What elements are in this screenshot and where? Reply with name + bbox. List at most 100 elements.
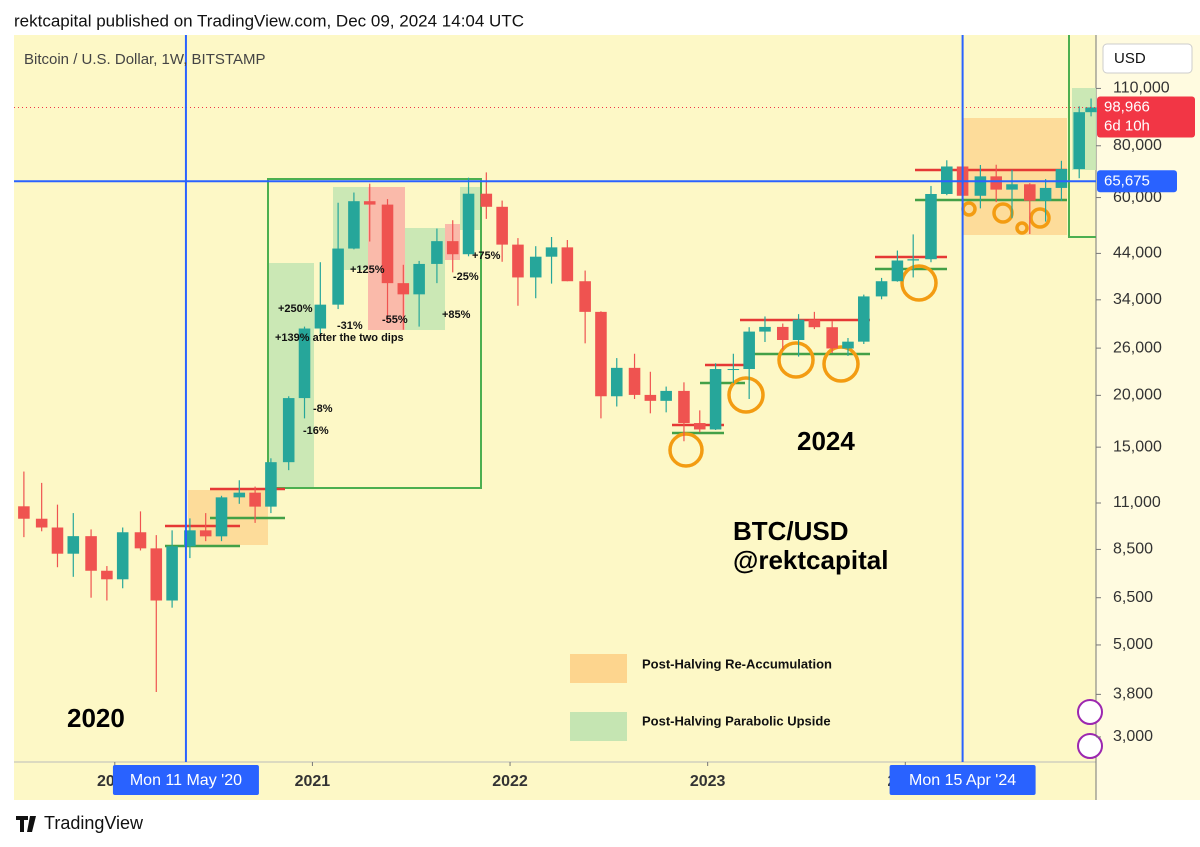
- candle-body: [51, 527, 64, 554]
- y-tick-label: 80,000: [1113, 137, 1162, 154]
- candle-body: [397, 283, 410, 295]
- date-tag: [889, 765, 1036, 795]
- candle-body: [610, 367, 623, 397]
- candle-body: [462, 193, 475, 255]
- tool-icon[interactable]: [1077, 699, 1103, 725]
- legend-label: Post-Halving Re-Accumulation: [642, 656, 832, 671]
- date-label: Mon 11 May '20: [130, 772, 242, 789]
- candle-body: [101, 570, 113, 580]
- candle-body: [875, 281, 888, 297]
- annotations: +250% -31% +125% -55% +85% -25% +75% +13…: [275, 250, 501, 437]
- y-tick-label: 3,000: [1113, 728, 1153, 745]
- year-label: 2020: [67, 703, 125, 733]
- candle-body: [743, 331, 755, 370]
- candle-body: [545, 247, 558, 257]
- legend-swatch: [570, 654, 627, 683]
- candle-body: [660, 390, 672, 401]
- candle-body: [826, 327, 838, 349]
- watermark: @rektcapital: [733, 545, 888, 575]
- annotation: +85%: [442, 309, 471, 321]
- chart-title: Bitcoin / U.S. Dollar, 1W, BITSTAMP: [24, 51, 265, 68]
- candle-body: [381, 204, 394, 284]
- candle-body: [644, 394, 657, 401]
- level-tag: [1097, 170, 1177, 193]
- candle-body: [512, 244, 524, 278]
- currency: USD: [1114, 50, 1146, 67]
- candle-body: [858, 296, 870, 342]
- candle-body: [776, 326, 789, 340]
- candle-body: [974, 176, 987, 196]
- y-tick-label: 3,800: [1113, 686, 1153, 703]
- logo: [16, 816, 36, 832]
- candle-body: [891, 260, 904, 282]
- annotation: -8%: [313, 403, 333, 415]
- candle-body: [678, 390, 690, 424]
- candle-body: [150, 548, 163, 601]
- y-tick-label: 26,000: [1113, 339, 1162, 356]
- candle-body: [1006, 184, 1018, 190]
- y-tick-label: 44,000: [1113, 245, 1162, 262]
- candle-body: [446, 241, 459, 255]
- date-label: Mon 15 Apr '24: [909, 772, 1016, 789]
- y-tick-label: 5,000: [1113, 636, 1153, 653]
- legend-swatch: [570, 712, 627, 741]
- x-tick-label: 2022: [492, 773, 528, 790]
- support-lines: [165, 198, 1067, 548]
- level-label: 65,675: [1104, 172, 1150, 189]
- outline-box: [267, 178, 482, 489]
- last-price-label: 98,966: [1104, 98, 1150, 115]
- candle-body: [35, 518, 48, 528]
- candle-body: [134, 532, 147, 549]
- candle-body: [314, 304, 327, 329]
- outline-box: [1068, 35, 1096, 238]
- candle-body: [215, 497, 228, 537]
- y-tick-label: 60,000: [1113, 189, 1162, 206]
- candle-body: [941, 166, 953, 194]
- y-tick-label: 34,000: [1113, 291, 1162, 308]
- retest-circles: [668, 201, 1051, 468]
- tool-icon[interactable]: [1077, 733, 1103, 759]
- date-tag: [112, 765, 259, 795]
- x-tick-label: 2023: [690, 773, 726, 790]
- countdown: 6d 10h: [1104, 117, 1150, 134]
- candle-body: [628, 367, 641, 395]
- y-tick-label: 20,000: [1113, 387, 1162, 404]
- candle-body: [199, 530, 212, 537]
- currency-box: [1102, 43, 1193, 74]
- annotation: -55%: [382, 314, 408, 326]
- candle-body: [693, 423, 706, 430]
- x-tick-label: 2021: [295, 773, 331, 790]
- footer: TradingView: [44, 813, 144, 833]
- annotation: +75%: [472, 250, 501, 262]
- y-tick-label: 15,000: [1113, 438, 1162, 455]
- candle-body: [332, 248, 344, 305]
- candle-body: [184, 530, 196, 547]
- candle-body: [282, 398, 295, 463]
- candle-body: [249, 492, 261, 507]
- candle-body: [298, 328, 311, 399]
- y-tick-label: 110,000: [1113, 80, 1170, 97]
- annotation: +125%: [350, 264, 385, 276]
- legend-label: Post-Halving Parabolic Upside: [642, 713, 831, 728]
- candle-body: [18, 506, 30, 519]
- candle-body: [116, 532, 129, 580]
- candle-body: [1024, 184, 1036, 201]
- candle-body: [233, 492, 246, 498]
- candle-body: [1055, 169, 1068, 188]
- annotation: +139% after the two dips: [275, 332, 404, 344]
- candle-body: [85, 536, 97, 571]
- candle-body: [67, 536, 80, 554]
- annotation: -25%: [453, 271, 479, 283]
- candle-body: [1073, 112, 1085, 170]
- candle-body: [413, 263, 425, 295]
- candle-body: [759, 326, 771, 332]
- candle-body: [166, 546, 178, 601]
- candle-body: [709, 369, 722, 430]
- y-tick-label: 11,000: [1113, 494, 1161, 511]
- candle-body: [529, 256, 542, 278]
- candle-body: [925, 193, 937, 260]
- price-axis: [1096, 35, 1200, 800]
- candle-body: [842, 341, 854, 349]
